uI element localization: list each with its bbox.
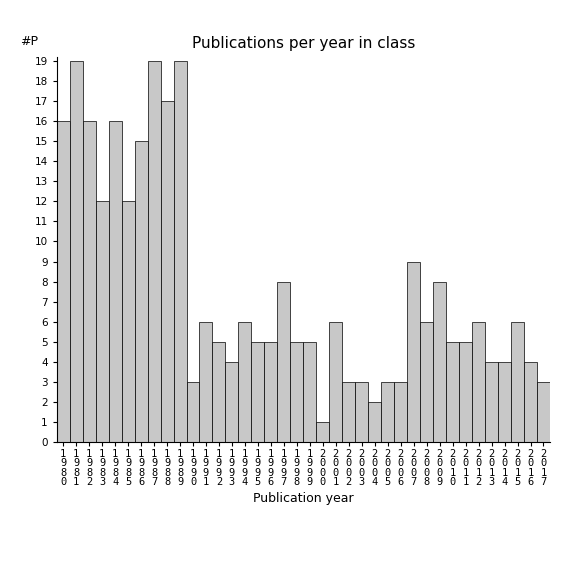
Bar bbox=[290, 342, 303, 442]
Bar bbox=[329, 322, 342, 442]
Bar bbox=[420, 322, 433, 442]
Bar bbox=[70, 61, 83, 442]
Bar bbox=[213, 342, 226, 442]
Bar bbox=[160, 101, 174, 442]
Title: Publications per year in class: Publications per year in class bbox=[192, 36, 415, 52]
Bar bbox=[277, 282, 290, 442]
X-axis label: Publication year: Publication year bbox=[253, 492, 354, 505]
Bar bbox=[407, 261, 420, 442]
Bar bbox=[537, 382, 550, 442]
Bar bbox=[459, 342, 472, 442]
Bar bbox=[134, 141, 147, 442]
Bar bbox=[174, 61, 187, 442]
Bar bbox=[264, 342, 277, 442]
Bar bbox=[83, 121, 96, 442]
Bar bbox=[433, 282, 446, 442]
Bar bbox=[303, 342, 316, 442]
Bar bbox=[381, 382, 394, 442]
Text: #P: #P bbox=[20, 35, 38, 48]
Bar bbox=[485, 362, 498, 442]
Bar bbox=[187, 382, 200, 442]
Bar bbox=[226, 362, 239, 442]
Bar bbox=[251, 342, 264, 442]
Bar bbox=[446, 342, 459, 442]
Bar bbox=[109, 121, 121, 442]
Bar bbox=[121, 201, 134, 442]
Bar bbox=[524, 362, 537, 442]
Bar bbox=[511, 322, 524, 442]
Bar bbox=[200, 322, 213, 442]
Bar bbox=[342, 382, 356, 442]
Bar bbox=[57, 121, 70, 442]
Bar bbox=[96, 201, 109, 442]
Bar bbox=[356, 382, 368, 442]
Bar bbox=[147, 61, 160, 442]
Bar bbox=[394, 382, 407, 442]
Bar bbox=[239, 322, 251, 442]
Bar bbox=[316, 422, 329, 442]
Bar bbox=[498, 362, 511, 442]
Bar bbox=[368, 402, 381, 442]
Bar bbox=[472, 322, 485, 442]
